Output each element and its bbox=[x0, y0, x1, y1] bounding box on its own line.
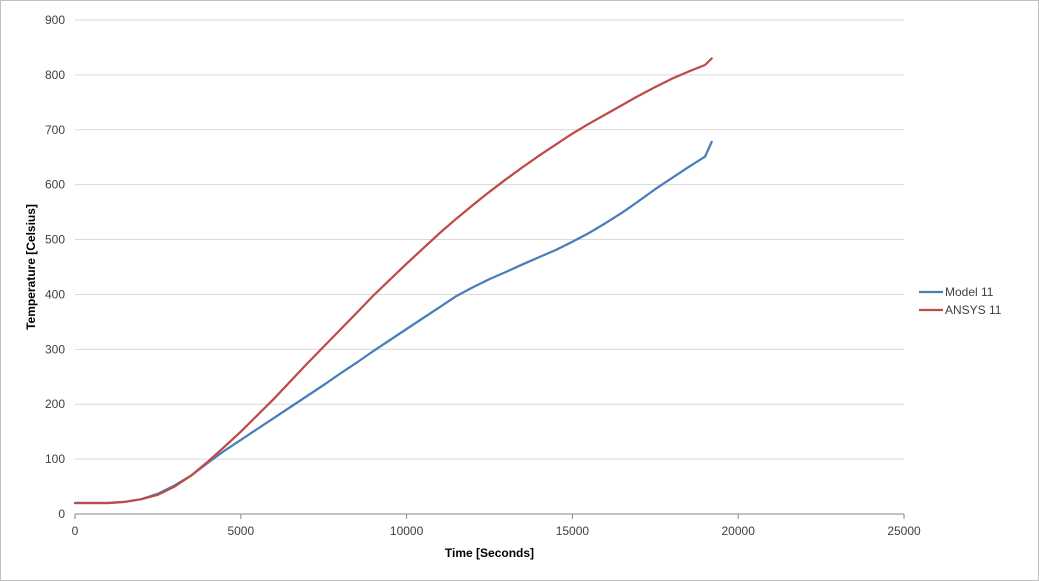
legend-label: ANSYS 11 bbox=[945, 303, 1002, 317]
series-line-model-11 bbox=[73, 140, 713, 505]
legend: Model 11 ANSYS 11 bbox=[919, 285, 1002, 317]
y-tick-label: 300 bbox=[45, 342, 65, 356]
y-tick-label: 900 bbox=[45, 13, 65, 27]
y-axis-title: Temperature [Celsius] bbox=[24, 204, 38, 330]
x-axis-title: Time [Seconds] bbox=[445, 546, 534, 560]
x-tick-label: 0 bbox=[72, 524, 79, 538]
y-tick-label: 400 bbox=[45, 287, 65, 301]
y-tick-label: 0 bbox=[58, 507, 65, 521]
y-tick-label: 800 bbox=[45, 68, 65, 82]
series-lines bbox=[73, 57, 713, 505]
x-tick-label: 5000 bbox=[227, 524, 254, 538]
x-tick-label: 10000 bbox=[390, 524, 424, 538]
y-tick-label: 700 bbox=[45, 123, 65, 137]
y-tick-label: 500 bbox=[45, 233, 65, 247]
axes: 0 100 200 300 400 500 600 700 800 900 0 5000 10000 15… bbox=[45, 13, 921, 538]
x-tick-label: 25000 bbox=[887, 524, 921, 538]
series-line-ansys-11 bbox=[73, 57, 713, 505]
legend-item: Model 11 bbox=[919, 285, 994, 299]
x-tick-label: 20000 bbox=[722, 524, 756, 538]
legend-label: Model 11 bbox=[945, 285, 994, 299]
y-tick-label: 100 bbox=[45, 452, 65, 466]
x-tick-label: 15000 bbox=[556, 524, 590, 538]
legend-item: ANSYS 11 bbox=[919, 303, 1002, 317]
y-tick-label: 600 bbox=[45, 178, 65, 192]
gridlines bbox=[75, 19, 904, 460]
y-tick-label: 200 bbox=[45, 397, 65, 411]
